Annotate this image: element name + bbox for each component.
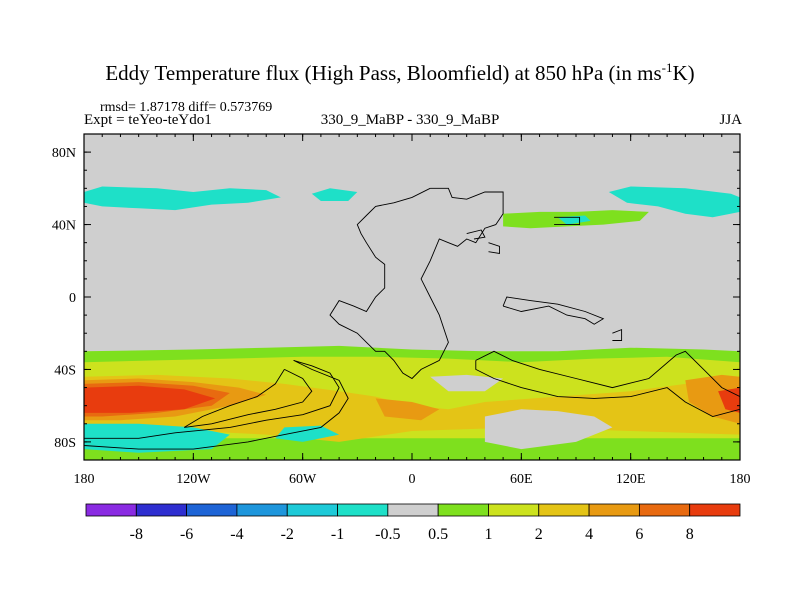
y-axis: 80N 40N 0 40S 80S (52, 146, 740, 451)
coastline-5 (466, 229, 486, 240)
colorbar-label-0: -8 (130, 526, 143, 543)
x-tick-label-0: 180 (74, 472, 95, 487)
coastline-1 (475, 350, 740, 417)
colorbar-box-2 (186, 503, 238, 517)
contour-region-4 (557, 215, 591, 225)
coastline-0 (329, 187, 504, 380)
colorbar-label-6: 0.5 (428, 526, 448, 543)
chart-title-end: K) (672, 61, 695, 85)
coastline-7 (554, 216, 581, 226)
colorbar-label-1: -6 (180, 526, 193, 543)
contour-region-14 (430, 374, 504, 392)
y-tick-label-1: 40N (52, 219, 76, 234)
coastline-outlines (84, 187, 740, 450)
colorbar-box-0 (85, 503, 137, 517)
colorbar-label-3: -2 (281, 526, 294, 543)
colorbar-label-5: -0.5 (375, 526, 400, 543)
x-tick-label-3: 0 (409, 472, 416, 487)
coastline-8 (612, 328, 623, 341)
colorbar-box-11 (638, 503, 691, 517)
colorbar-label-10: 6 (635, 526, 643, 543)
colorbar-box-9 (538, 503, 590, 517)
colorbar-box-8 (488, 503, 540, 517)
colorbar-label-2: -4 (230, 526, 243, 543)
colorbar-label-11: 8 (686, 526, 694, 543)
contour-region-0 (84, 186, 281, 211)
colorbar-box-4 (286, 503, 338, 517)
colorbar-box-5 (337, 503, 389, 517)
contour-region-13 (375, 398, 440, 421)
colorbar-box-6 (387, 503, 439, 517)
colorbar-box-1 (135, 503, 188, 517)
contour-region-2 (608, 186, 740, 218)
run-label: 330_9_MaBP - 330_9_MaBP (320, 112, 500, 128)
y-tick-label-2: 0 (69, 291, 76, 306)
contour-region-1 (311, 188, 358, 201)
colorbar-label-9: 4 (585, 526, 593, 543)
colorbar-label-7: 1 (484, 526, 492, 543)
x-tick-label-6: 180 (730, 472, 751, 487)
contour-regions (84, 186, 740, 460)
chart-title-superscript: -1 (661, 60, 673, 75)
chart-title-main: Eddy Temperature flux (High Pass, Bloomf… (105, 61, 662, 85)
colorbar-box-12 (689, 503, 741, 517)
colorbar-box-3 (236, 503, 288, 517)
experiment-label: Expt = teYeo-teYdo1 (84, 112, 212, 128)
colorbar: -8 -6 -4 -2 -1 -0.5 0.5 1 2 4 6 8 (85, 503, 741, 543)
colorbar-box-10 (588, 503, 640, 517)
x-tick-label-4: 60E (510, 472, 533, 487)
coastline-3 (183, 368, 313, 428)
y-tick-label-4: 80S (54, 436, 76, 451)
coastline-2 (84, 359, 349, 450)
x-tick-label-2: 60W (289, 472, 317, 487)
colorbar-label-4: -1 (331, 526, 344, 543)
contour-region-10 (84, 385, 216, 413)
y-tick-label-3: 40S (54, 363, 76, 378)
x-tick-label-1: 120W (176, 472, 211, 487)
contour-region-15 (484, 409, 613, 450)
coastline-4 (502, 296, 605, 325)
x-axis: 180 120W 60W 0 60E 120E 180 (74, 134, 751, 487)
season-label: JJA (719, 112, 742, 128)
stats-label: rmsd= 1.87178 diff= 0.573769 (100, 100, 273, 115)
contour-region-17 (275, 425, 340, 442)
y-tick-label-0: 80N (52, 146, 76, 161)
coastline-6 (488, 242, 500, 255)
x-tick-label-5: 120E (616, 472, 646, 487)
contour-region-11 (685, 374, 740, 424)
chart-title: Eddy Temperature flux (High Pass, Bloomf… (0, 60, 800, 86)
colorbar-label-8: 2 (535, 526, 543, 543)
colorbar-box-7 (437, 503, 489, 517)
